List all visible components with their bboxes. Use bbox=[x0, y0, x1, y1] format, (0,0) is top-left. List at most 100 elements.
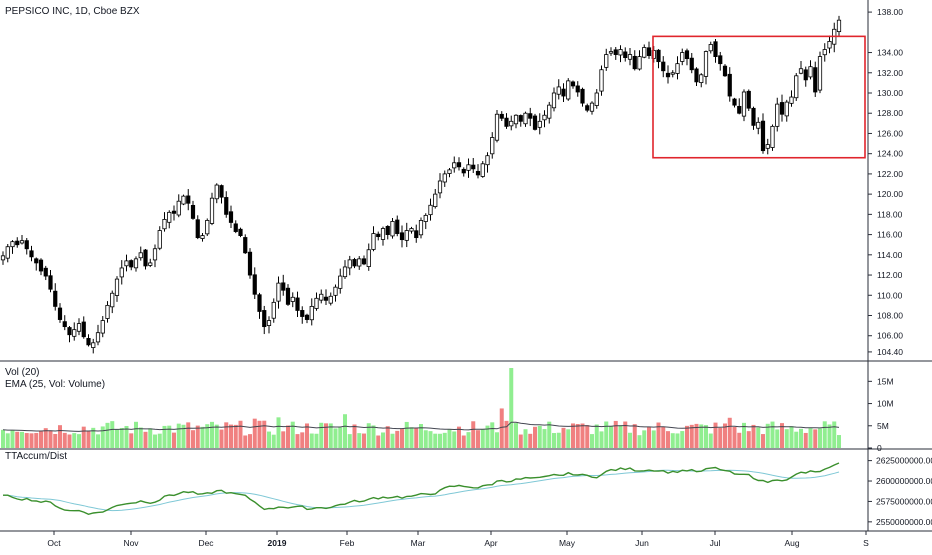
candle-body bbox=[528, 113, 533, 119]
volume-bar bbox=[661, 426, 666, 448]
candle-body bbox=[319, 293, 324, 301]
candle-body bbox=[703, 51, 709, 77]
volume-bar bbox=[822, 421, 827, 448]
candle-body bbox=[708, 44, 713, 52]
indicator-title: TTAccum/Dist bbox=[5, 451, 67, 462]
candle-body bbox=[456, 162, 462, 168]
candle-body bbox=[509, 120, 514, 127]
candle-body bbox=[309, 305, 314, 321]
candle-body bbox=[722, 65, 728, 77]
candle-body bbox=[803, 69, 808, 81]
volume-bar bbox=[191, 430, 195, 448]
candle-body bbox=[252, 274, 257, 295]
volume-bar bbox=[53, 433, 58, 448]
candle-body bbox=[91, 342, 96, 348]
volume-bar bbox=[756, 427, 761, 448]
candle-body bbox=[100, 320, 105, 334]
volume-bar bbox=[637, 435, 642, 448]
candle-body bbox=[480, 163, 485, 177]
volume-bar bbox=[704, 425, 708, 448]
volume-bar bbox=[86, 430, 91, 448]
volume-bar bbox=[15, 431, 20, 448]
candle-body bbox=[129, 260, 134, 268]
volume-bar bbox=[319, 422, 324, 448]
volume-bar bbox=[727, 417, 732, 448]
candle-body bbox=[523, 112, 528, 125]
price-tick-label: 118.00 bbox=[877, 209, 903, 219]
candle-body bbox=[494, 113, 500, 141]
volume-bar bbox=[457, 426, 461, 448]
candle-body bbox=[694, 68, 699, 83]
volume-bar bbox=[395, 430, 400, 448]
candle-body bbox=[209, 197, 215, 224]
volume-bar bbox=[328, 423, 333, 448]
price-tick-label: 106.00 bbox=[877, 331, 903, 341]
volume-bar bbox=[162, 425, 167, 448]
time-tick-label: 2019 bbox=[268, 538, 287, 548]
time-tick-label: Dec bbox=[198, 538, 214, 548]
volume-bar bbox=[561, 427, 566, 448]
candle-body bbox=[171, 210, 177, 214]
volume-bar bbox=[281, 431, 286, 448]
volume-bar bbox=[813, 429, 818, 448]
volume-bar bbox=[708, 433, 713, 448]
volume-bar bbox=[685, 425, 689, 448]
candle-body bbox=[551, 92, 557, 109]
volume-bar bbox=[480, 429, 485, 448]
candle-body bbox=[813, 67, 818, 93]
candle-body bbox=[24, 240, 29, 250]
volume-bar bbox=[423, 430, 428, 448]
candle-body bbox=[713, 41, 718, 57]
time-tick-label: May bbox=[559, 538, 576, 548]
candle-body bbox=[333, 286, 338, 296]
candle-body bbox=[756, 121, 761, 129]
volume-bar bbox=[533, 426, 537, 448]
volume-bar bbox=[585, 425, 590, 448]
candle-body bbox=[72, 329, 77, 337]
volume-bar bbox=[153, 434, 157, 448]
candle-body bbox=[176, 200, 181, 216]
volume-bar bbox=[124, 425, 129, 448]
candle-body bbox=[399, 232, 405, 241]
candle-body bbox=[770, 125, 775, 148]
candle-body bbox=[836, 19, 842, 33]
candle-body bbox=[499, 113, 504, 119]
candle-body bbox=[732, 98, 737, 106]
volume-bar bbox=[148, 428, 153, 448]
candle-body bbox=[186, 195, 191, 204]
volume-bar bbox=[1, 429, 5, 448]
candle-body bbox=[585, 105, 590, 111]
candle-body bbox=[490, 137, 495, 155]
price-panel bbox=[0, 15, 866, 354]
volume-bar bbox=[523, 429, 528, 448]
volume-bar bbox=[77, 434, 81, 448]
volume-bar bbox=[556, 432, 561, 448]
candle-body bbox=[314, 297, 319, 309]
candle-body bbox=[542, 114, 547, 121]
volume-bar bbox=[243, 435, 248, 448]
volume-bar bbox=[656, 422, 661, 448]
candle-body bbox=[466, 164, 471, 171]
volume-bar bbox=[305, 423, 309, 448]
candle-body bbox=[513, 114, 519, 125]
candle-body bbox=[684, 50, 690, 60]
candle-body bbox=[589, 102, 595, 112]
volume-bar bbox=[675, 433, 680, 448]
candle-body bbox=[247, 251, 253, 276]
candle-body bbox=[428, 204, 433, 216]
candle-body bbox=[751, 107, 756, 126]
volume-bar bbox=[409, 427, 414, 448]
volume-bar bbox=[205, 424, 210, 448]
candle-body bbox=[167, 211, 172, 223]
candle-body bbox=[200, 235, 205, 239]
volume-bar bbox=[5, 433, 10, 448]
candle-body bbox=[53, 290, 58, 307]
accum-dist-ma-line bbox=[3, 469, 840, 512]
candle-body bbox=[338, 275, 343, 289]
volume-bar bbox=[39, 431, 43, 448]
volume-bar bbox=[58, 425, 62, 448]
label-layer: PEPSICO INC, 1D, Cboe BZX Vol (20) EMA (… bbox=[5, 6, 140, 462]
volume-bar bbox=[91, 427, 96, 448]
symbol-label: PEPSICO INC, 1D, Cboe BZX bbox=[5, 6, 140, 17]
candle-body bbox=[699, 74, 704, 84]
